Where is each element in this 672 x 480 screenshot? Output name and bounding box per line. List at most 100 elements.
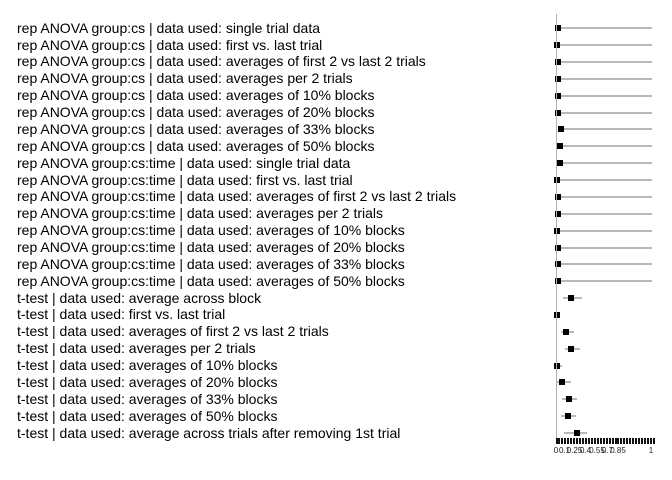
x-axis-tick [585, 438, 587, 444]
interval-bar [557, 60, 653, 63]
x-axis-tick-label: 0.7 [601, 446, 614, 455]
x-axis-tick [605, 438, 608, 444]
row-label: rep ANOVA group:cs | data used: averages… [17, 104, 375, 121]
data-point-marker [556, 143, 563, 150]
x-axis-tick [652, 438, 655, 444]
row-label: rep ANOVA group:cs:time | data used: ave… [17, 205, 384, 222]
x-axis-tick-label: 0.55 [589, 446, 605, 455]
data-point-marker [563, 328, 569, 335]
x-axis-tick [629, 438, 632, 444]
data-point-marker [565, 396, 572, 403]
data-point-marker [554, 362, 561, 369]
x-axis-tick [593, 438, 596, 444]
x-axis-tick [599, 438, 602, 444]
interval-bar [558, 77, 653, 80]
data-point-marker [558, 379, 565, 386]
interval-bar [556, 179, 653, 182]
x-axis-tick [614, 438, 617, 444]
data-point-marker [567, 345, 574, 352]
data-point-marker [565, 413, 572, 420]
x-axis-tick [608, 438, 611, 444]
row-label: t-test | data used: averages per 2 trial… [17, 340, 256, 357]
x-axis-tick-label: 1 [648, 446, 654, 455]
y-axis-line [556, 14, 557, 440]
row-label: rep ANOVA group:cs | data used: averages… [17, 53, 426, 70]
x-axis-tick [561, 438, 564, 444]
row-label: t-test | data used: average across block [17, 289, 262, 306]
data-point-marker [554, 210, 561, 217]
data-point-marker [567, 295, 574, 302]
data-point-marker [554, 58, 561, 65]
row-label: rep ANOVA group:cs | data used: averages… [17, 87, 375, 104]
x-axis-tick [638, 438, 641, 444]
x-axis-tick [590, 438, 593, 444]
interval-bar [558, 27, 653, 30]
row-label: rep ANOVA group:cs:time | data used: ave… [17, 255, 405, 272]
x-axis-tick [641, 438, 644, 444]
interval-bar [557, 111, 653, 114]
row-label: rep ANOVA group:cs:time | data used: ave… [17, 222, 405, 239]
interval-bar [560, 128, 653, 131]
interval-bar [557, 195, 653, 198]
row-label: t-test | data used: averages of 20% bloc… [17, 373, 278, 390]
interval-bar [559, 162, 653, 165]
row-label: rep ANOVA group:cs | data used: averages… [17, 137, 375, 154]
data-point-marker [556, 160, 563, 167]
x-axis-tick [587, 438, 590, 444]
x-axis-tick [649, 438, 652, 444]
row-label: rep ANOVA group:cs:time | data used: sin… [17, 154, 351, 171]
data-point-marker [554, 42, 561, 49]
interval-bar [557, 229, 653, 232]
interval-bar [557, 44, 652, 47]
row-label: t-test | data used: average across trial… [17, 424, 401, 441]
x-axis-tick-label: 0.4 [579, 446, 592, 455]
x-axis-tick [620, 438, 623, 444]
x-axis-tick [564, 438, 567, 444]
interval-bar [557, 212, 653, 215]
interval-bar [557, 280, 653, 283]
row-label: t-test | data used: averages of 10% bloc… [17, 357, 278, 374]
data-point-marker [554, 278, 561, 285]
data-point-marker [555, 25, 562, 32]
x-axis-tick [644, 438, 646, 444]
data-point-marker [554, 244, 561, 251]
row-label: t-test | data used: averages of first 2 … [17, 323, 329, 340]
x-axis-tick [570, 438, 573, 444]
x-axis-tick [646, 438, 649, 444]
interval-bar [558, 94, 653, 97]
x-axis-tick [626, 438, 629, 444]
x-axis-tick [579, 438, 582, 444]
x-axis-tick [602, 438, 605, 444]
data-point-marker [557, 126, 564, 133]
row-label: t-test | data used: first vs. last trial [17, 306, 226, 323]
data-point-marker [574, 430, 581, 437]
row-label: t-test | data used: averages of 33% bloc… [17, 390, 278, 407]
x-axis-tick-label: 0 [553, 446, 559, 455]
x-axis-tick [635, 438, 638, 444]
x-axis-tick [623, 438, 626, 444]
row-label: rep ANOVA group:cs | data used: averages… [17, 120, 375, 137]
x-axis-tick-label: 0.1 [558, 446, 571, 455]
data-point-marker [555, 92, 562, 99]
row-label: rep ANOVA group:cs:time | data used: ave… [17, 272, 405, 289]
data-point-marker [554, 193, 561, 200]
x-axis-tick [582, 438, 585, 444]
x-axis-tick [576, 438, 579, 444]
data-point-marker [554, 261, 561, 268]
x-axis-tick-label: 0.25 [566, 446, 583, 455]
x-axis-tick [632, 438, 635, 444]
row-label: rep ANOVA group:cs | data used: first vs… [17, 36, 323, 53]
row-label: rep ANOVA group:cs | data used: single t… [17, 19, 320, 36]
x-axis-tick [558, 438, 561, 444]
x-axis-tick [573, 438, 576, 444]
x-axis-tick [617, 438, 620, 444]
x-axis-tick-label: 0.85 [610, 446, 626, 455]
data-point-marker [555, 75, 562, 82]
row-label: rep ANOVA group:cs:time | data used: fir… [17, 171, 353, 188]
data-point-marker [554, 227, 561, 234]
data-point-marker [554, 109, 561, 116]
x-axis-tick [611, 438, 614, 444]
row-label: t-test | data used: averages of 50% bloc… [17, 407, 278, 424]
interval-bar [557, 246, 653, 249]
